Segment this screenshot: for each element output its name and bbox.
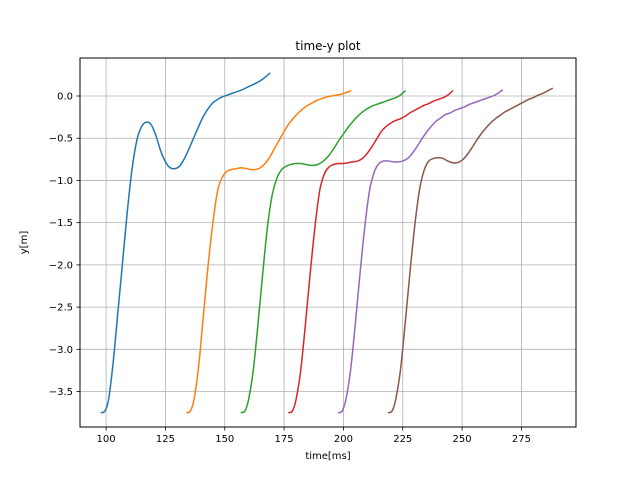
ticks: 100 125 150 175 200 225 250 275 −3.5 −3.0 −2.5 −2.0…: [49, 91, 531, 445]
x-tick-label: 100: [97, 434, 116, 445]
series-line-5: [337, 89, 504, 414]
y-axis-label: y[m]: [19, 231, 30, 255]
x-tick-label: 175: [275, 434, 294, 445]
y-tick-label: 0.0: [57, 91, 73, 102]
x-tick-label: 225: [393, 434, 412, 445]
y-tick-label: −1.0: [49, 176, 73, 187]
y-tick-label: −2.0: [49, 260, 73, 271]
series-line-3: [240, 90, 406, 414]
x-tick-label: 150: [215, 434, 234, 445]
x-tick-label: 125: [156, 434, 175, 445]
chart-title: time-y plot: [295, 39, 360, 53]
series-line-4: [288, 90, 454, 414]
y-tick-label: −2.5: [49, 303, 73, 314]
y-tick-label: −3.0: [49, 345, 73, 356]
series-group: [100, 72, 554, 414]
x-tick-label: 250: [453, 434, 472, 445]
x-tick-label: 275: [512, 434, 531, 445]
y-tick-label: −0.5: [49, 134, 73, 145]
grid: [80, 58, 576, 427]
series-line-6: [387, 87, 554, 414]
y-tick-label: −3.5: [49, 387, 73, 398]
series-line-1: [100, 72, 271, 414]
series-line-2: [186, 90, 352, 414]
x-tick-label: 200: [334, 434, 353, 445]
axes-frame: [79, 57, 577, 428]
y-tick-label: −1.5: [49, 218, 73, 229]
x-axis-label: time[ms]: [305, 451, 350, 462]
